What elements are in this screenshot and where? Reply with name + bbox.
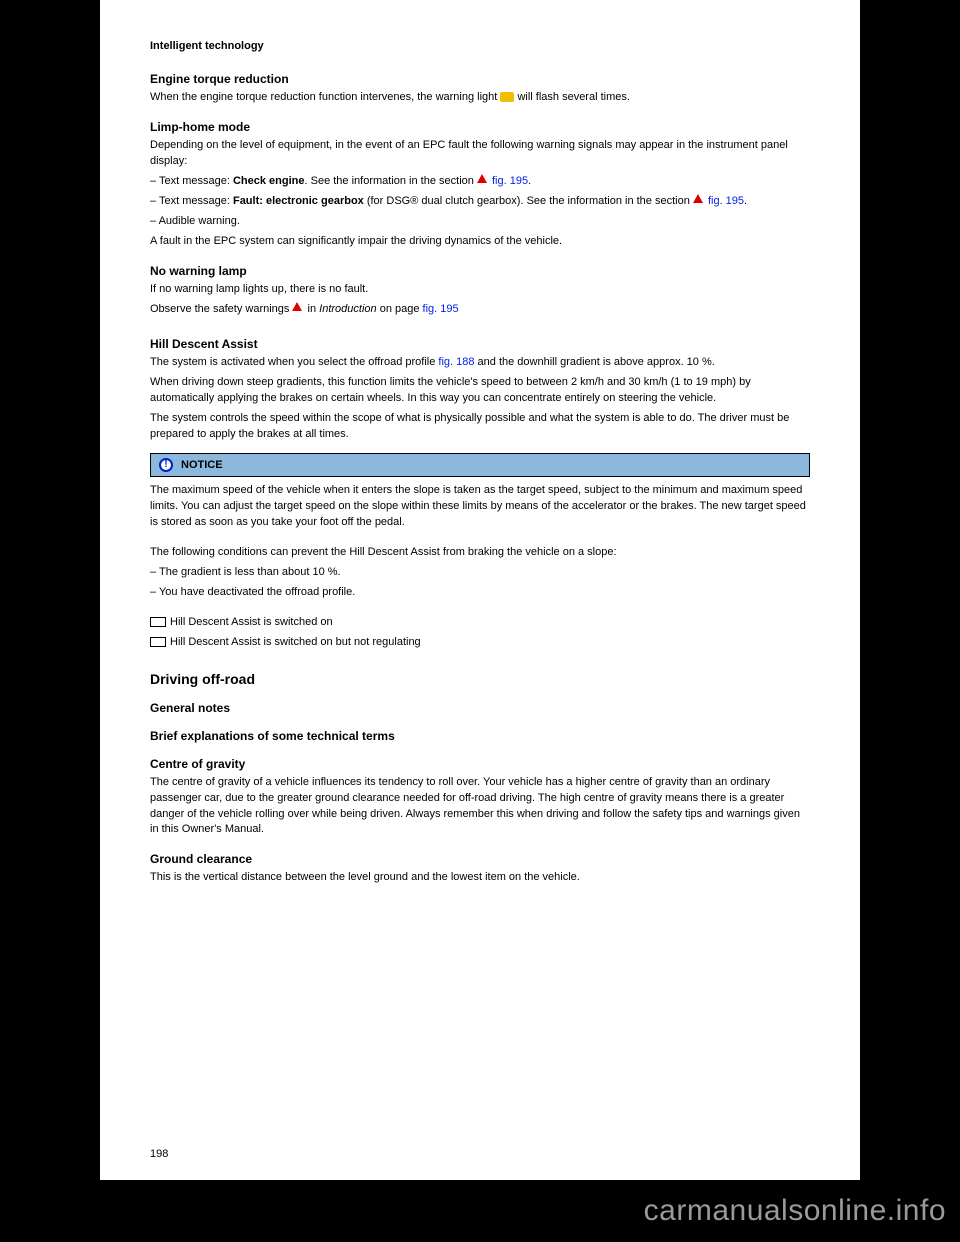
ground-clearance-text: This is the vertical distance between th… <box>150 870 810 886</box>
notice-box: ! NOTICE <box>150 453 810 477</box>
link-fig-195[interactable]: fig. 195 <box>708 195 744 207</box>
notice-icon: ! <box>159 458 173 472</box>
section-limp-home-title: Limp-home mode <box>150 120 810 134</box>
hill-descent-p1: The system is activated when you select … <box>150 355 810 371</box>
observe-safety: Observe the safety warnings in Introduct… <box>150 302 810 318</box>
page-number: 198 <box>150 1148 168 1160</box>
limp-home-item2: – Text message: Fault: electronic gearbo… <box>150 194 810 210</box>
hda-on-not-reg: Hill Descent Assist is switched on but n… <box>150 635 810 651</box>
engine-torque-text: When the engine torque reduction functio… <box>150 90 810 106</box>
prevent-item1: – The gradient is less than about 10 %. <box>150 565 810 581</box>
term-centre-gravity: Centre of gravity <box>150 757 810 771</box>
notice-label: NOTICE <box>181 459 223 471</box>
warning-triangle-icon <box>477 174 487 183</box>
hill-descent-p2: When driving down steep gradients, this … <box>150 375 810 407</box>
section-engine-torque-title: Engine torque reduction <box>150 72 810 86</box>
centre-gravity-text: The centre of gravity of a vehicle influ… <box>150 775 810 839</box>
section-hill-descent-title: Hill Descent Assist <box>150 337 810 351</box>
term-ground-clearance: Ground clearance <box>150 852 810 866</box>
manual-page: Intelligent technology Engine torque red… <box>100 0 860 1180</box>
section-no-warning-title: No warning lamp <box>150 264 810 278</box>
hill-descent-p3: The system controls the speed within the… <box>150 411 810 443</box>
section-technical-terms: Brief explanations of some technical ter… <box>150 729 810 743</box>
warning-triangle-icon <box>693 194 703 203</box>
section-general-notes: General notes <box>150 701 810 715</box>
text: will flash several times. <box>514 91 630 103</box>
text: When the engine torque reduction functio… <box>150 91 500 103</box>
no-warning-text: If no warning lamp lights up, there is n… <box>150 282 810 298</box>
section-offroad-title: Driving off-road <box>150 671 810 687</box>
link-fig-195[interactable]: fig. 195 <box>423 303 459 315</box>
warning-triangle-icon <box>292 302 302 311</box>
prevent-item2: – You have deactivated the offroad profi… <box>150 585 810 601</box>
hda-on: Hill Descent Assist is switched on <box>150 615 810 631</box>
limp-home-intro: Depending on the level of equipment, in … <box>150 138 810 170</box>
limp-home-item1: – Text message: Check engine. See the in… <box>150 174 810 190</box>
notice-text: The maximum speed of the vehicle when it… <box>150 483 810 531</box>
watermark: carmanualsonline.info <box>644 1194 946 1228</box>
chapter-title: Intelligent technology <box>150 40 810 52</box>
link-fig-188[interactable]: fig. 188 <box>438 356 474 368</box>
limp-home-fault: A fault in the EPC system can significan… <box>150 234 810 250</box>
limp-home-item3: – Audible warning. <box>150 214 810 230</box>
prevent-intro: The following conditions can prevent the… <box>150 545 810 561</box>
link-fig-195[interactable]: fig. 195 <box>492 175 528 187</box>
